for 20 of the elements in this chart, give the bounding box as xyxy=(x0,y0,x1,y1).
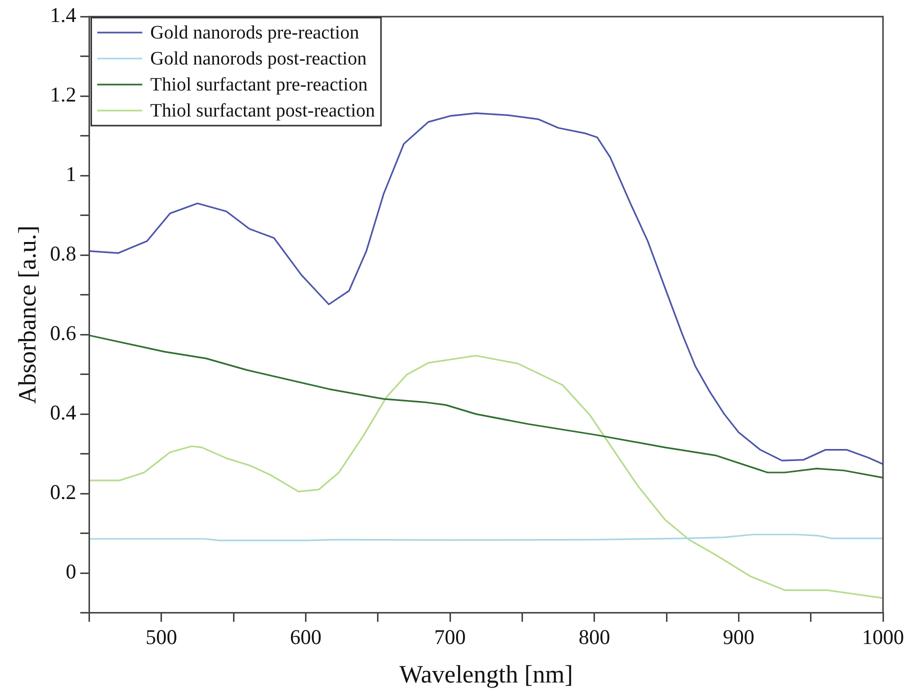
y-tick-label: 0.2 xyxy=(50,480,76,504)
x-tick-label: 600 xyxy=(290,624,322,649)
legend-label: Gold nanorods post-reaction xyxy=(150,48,368,70)
y-tick-label: 1 xyxy=(66,162,76,186)
x-tick-label: 800 xyxy=(578,624,610,649)
x-axis-title: Wavelength [nm] xyxy=(399,662,573,689)
legend-label: Thiol surfactant post-reaction xyxy=(150,100,376,122)
y-tick-label: 0 xyxy=(66,560,76,584)
x-tick-label: 1000 xyxy=(862,624,904,649)
y-tick-label: 0.8 xyxy=(50,242,76,266)
legend-label: Thiol surfactant pre-reaction xyxy=(150,74,368,96)
y-tick-label: 1.4 xyxy=(50,3,77,28)
x-tick-label: 700 xyxy=(434,624,466,649)
legend-label: Gold nanorods pre-reaction xyxy=(150,22,360,44)
y-tick-label: 0.4 xyxy=(50,400,77,425)
y-tick-label: 1.2 xyxy=(50,82,76,107)
y-axis-title: Absorbance [a.u.] xyxy=(14,225,42,404)
x-tick-label: 500 xyxy=(146,624,178,649)
x-tick-label: 900 xyxy=(722,624,754,649)
y-tick-label: 0.6 xyxy=(50,321,76,346)
